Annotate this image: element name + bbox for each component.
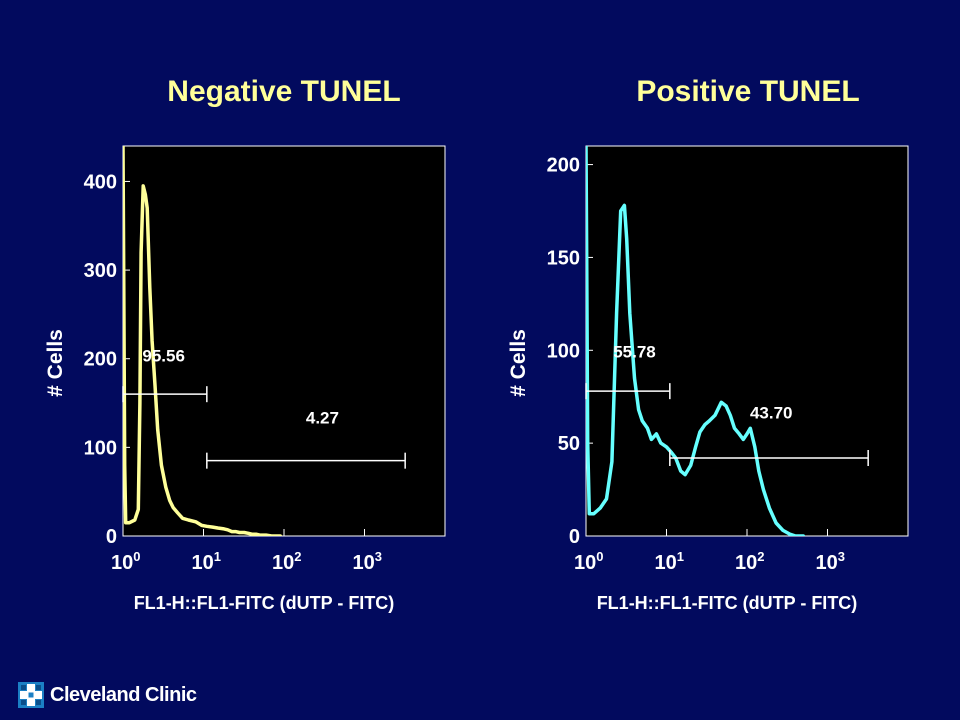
y-tick-label: 200 [84,349,117,371]
y-tick-label: 0 [106,526,117,548]
x-tick-base: 10 [816,552,838,574]
histogram-curve [123,146,283,536]
x-tick-base: 10 [272,552,294,574]
chart-title-positive: Positive TUNEL [636,75,860,108]
x-tick-base: 10 [655,552,677,574]
x-axis-label: FL1-H::FL1-FITC (dUTP - FITC) [134,593,395,613]
x-tick-exponent: 3 [375,549,382,564]
x-tick-label: 103 [816,549,845,574]
y-tick-label: 300 [84,260,117,282]
x-tick-base: 10 [574,552,596,574]
x-tick-base: 10 [353,552,375,574]
x-tick-label: 102 [735,549,764,574]
brand-name: Cleveland Clinic [50,683,197,706]
x-tick-exponent: 0 [596,549,603,564]
y-axis-label: # Cells [507,329,530,397]
x-tick-label: 101 [192,549,221,574]
y-tick-label: 100 [547,340,580,362]
y-tick-label: 0 [569,526,580,548]
x-axis-label: FL1-H::FL1-FITC (dUTP - FITC) [597,593,858,613]
y-tick-label: 150 [547,247,580,269]
y-tick-label: 100 [84,437,117,459]
plot-area [585,145,909,537]
gate-percentage-label: 55.78 [613,342,656,361]
x-tick-base: 10 [111,552,133,574]
brand-logo: Cleveland Clinic [18,680,197,710]
gate-percentage-label: 43.70 [750,404,793,423]
gate-percentage-label: 4.27 [306,408,339,427]
x-tick-label: 101 [655,549,684,574]
cleveland-clinic-logo-icon [18,682,44,708]
gate-percentage-label: 95.56 [142,346,185,365]
x-tick-exponent: 0 [133,549,140,564]
histogram-curve [586,146,806,536]
y-axis-label: # Cells [44,329,67,397]
y-tick-label: 50 [558,433,580,455]
x-tick-base: 10 [735,552,757,574]
x-tick-label: 102 [272,549,301,574]
chart-title-negative: Negative TUNEL [167,75,401,108]
x-tick-exponent: 2 [294,549,301,564]
x-tick-exponent: 1 [677,549,684,564]
x-tick-exponent: 3 [838,549,845,564]
y-tick-label: 400 [84,171,117,193]
x-tick-label: 100 [574,549,603,574]
x-tick-exponent: 1 [214,549,221,564]
y-tick-label: 200 [547,155,580,177]
x-tick-label: 103 [353,549,382,574]
x-tick-exponent: 2 [757,549,764,564]
x-tick-label: 100 [111,549,140,574]
x-tick-base: 10 [192,552,214,574]
plot-area [122,145,446,537]
